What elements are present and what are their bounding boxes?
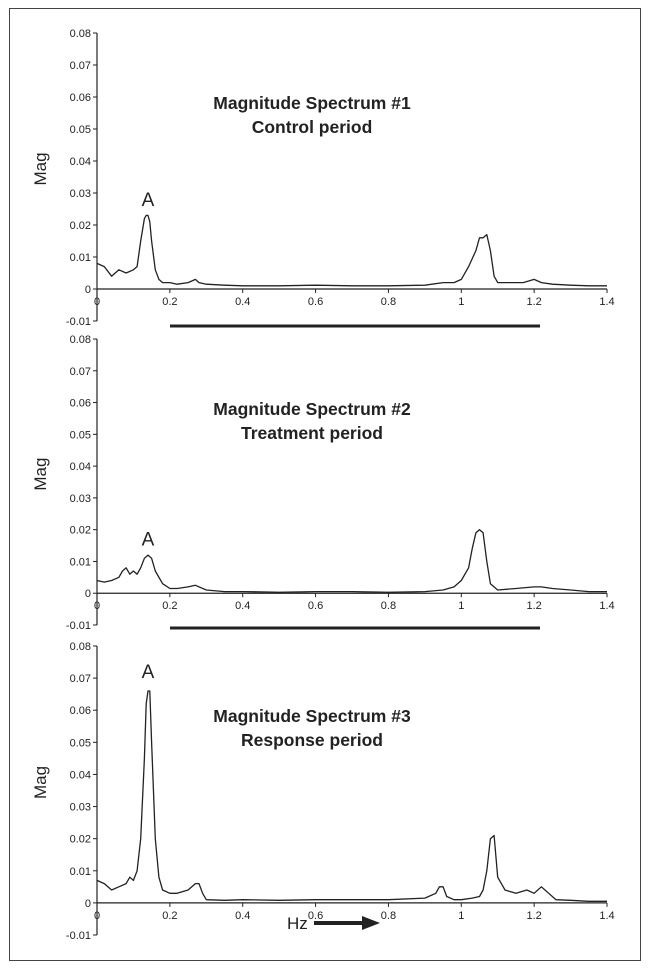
y-tick-label: 0.03 [70, 802, 91, 814]
y-tick-label: 0.08 [70, 641, 91, 653]
series-line [96, 529, 607, 593]
chart-title: Magnitude Spectrum #3 [213, 706, 411, 726]
chart-title: Magnitude Spectrum #2 [213, 399, 411, 419]
y-tick-label: 0.02 [70, 525, 91, 537]
y-tick-label: 0.04 [70, 461, 91, 473]
y-tick-label: 0.01 [70, 252, 91, 264]
chart-title: Magnitude Spectrum #1 [213, 93, 411, 113]
x-tick-label: 0.4 [235, 910, 250, 922]
y-tick-label: 0.07 [70, 673, 91, 685]
x-tick-label: 0.2 [162, 600, 177, 612]
figure-frame [9, 8, 641, 961]
y-tick-label: 0.02 [70, 834, 91, 846]
x-axis-label: Hz [287, 914, 308, 933]
y-tick-label: -0.01 [66, 930, 91, 942]
x-tick-label: 0.8 [381, 296, 396, 308]
x-tick-label: 1.4 [599, 600, 614, 612]
x-tick-label: 1.4 [599, 910, 614, 922]
y-tick-label: 0.01 [70, 866, 91, 878]
x-tick-label: 1 [458, 600, 464, 612]
x-tick-label: 0.6 [308, 600, 323, 612]
y-tick-label: -0.01 [66, 316, 91, 328]
y-axis-label: Mag [31, 766, 50, 799]
x-tick-label: 0.6 [308, 910, 323, 922]
peak-label-a: A [142, 530, 155, 551]
x-tick-label: 1 [458, 296, 464, 308]
y-tick-label: 0.06 [70, 92, 91, 104]
x-tick-label: 0.6 [308, 296, 323, 308]
x-tick-label: 0 [94, 600, 100, 612]
chart-subtitle: Treatment period [241, 423, 383, 443]
y-tick-label: 0.04 [70, 156, 91, 168]
y-tick-label: 0.05 [70, 737, 91, 749]
series-line [96, 690, 607, 902]
x-tick-label: 0.4 [235, 296, 250, 308]
y-tick-label: 0.06 [70, 705, 91, 717]
y-tick-label: 0.08 [70, 334, 91, 346]
x-tick-label: 0.8 [381, 910, 396, 922]
y-tick-label: 0.04 [70, 769, 91, 781]
y-tick-label: 0.05 [70, 124, 91, 136]
x-tick-label: 1.2 [526, 600, 541, 612]
x-tick-label: 1.4 [599, 296, 614, 308]
chart-subtitle: Control period [252, 117, 373, 137]
x-tick-label: 0.2 [162, 910, 177, 922]
y-tick-label: 0.02 [70, 220, 91, 232]
y-tick-label: -0.01 [66, 620, 91, 632]
y-tick-label: 0 [85, 284, 91, 296]
arrow-head-icon [362, 916, 380, 930]
chart-subtitle: Response period [241, 730, 383, 750]
y-tick-label: 0.07 [70, 60, 91, 72]
peak-label-a: A [142, 662, 155, 683]
y-tick-label: 0.03 [70, 188, 91, 200]
x-tick-label: 0 [94, 910, 100, 922]
y-axis-label: Mag [31, 458, 50, 491]
x-tick-label: 0.2 [162, 296, 177, 308]
x-tick-label: 1 [458, 910, 464, 922]
y-tick-label: 0 [85, 898, 91, 910]
y-tick-label: 0 [85, 588, 91, 600]
x-tick-label: 0.8 [381, 600, 396, 612]
y-tick-label: 0.08 [70, 28, 91, 40]
x-tick-label: 0.4 [235, 600, 250, 612]
y-tick-label: 0.07 [70, 366, 91, 378]
peak-label-a: A [142, 190, 155, 211]
x-tick-label: 1.2 [526, 296, 541, 308]
x-tick-label: 1.2 [526, 910, 541, 922]
y-tick-label: 0.01 [70, 556, 91, 568]
x-tick-label: 0 [94, 296, 100, 308]
series-line [96, 214, 607, 287]
y-tick-label: 0.06 [70, 398, 91, 410]
y-axis-label: Mag [31, 152, 50, 185]
y-tick-label: 0.05 [70, 429, 91, 441]
y-tick-label: 0.03 [70, 493, 91, 505]
